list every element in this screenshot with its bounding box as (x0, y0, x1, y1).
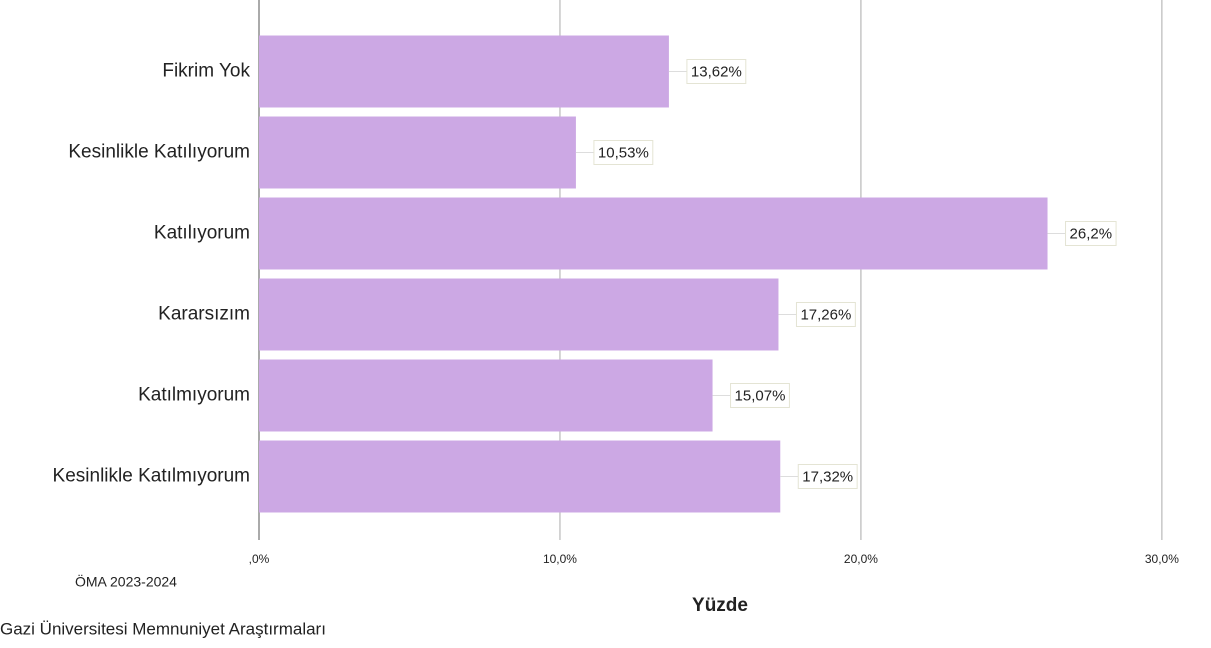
y-tick-label: Kararsızım (158, 304, 250, 325)
value-label-box (593, 140, 654, 165)
footnote: Gazi Üniversitesi Memnuniyet Araştırmala… (0, 619, 326, 638)
value-label: 10,53% (598, 144, 649, 161)
bar (259, 440, 781, 513)
value-label-box (686, 59, 747, 84)
value-label: 17,26% (800, 306, 851, 323)
y-tick-label: Fikrim Yok (162, 61, 250, 82)
bar (259, 278, 779, 351)
bar (259, 35, 669, 108)
value-label: 17,32% (802, 468, 853, 485)
value-label: 15,07% (735, 387, 786, 404)
x-tick-label: 30,0% (1145, 552, 1179, 566)
x-tick-label: ,0% (249, 552, 270, 566)
value-label-box (795, 302, 856, 327)
value-label-box (730, 383, 790, 408)
x-tick-label: 10,0% (543, 552, 577, 566)
value-label: 13,62% (691, 63, 742, 80)
bar (259, 359, 713, 432)
y-tick-label: Katılıyorum (154, 223, 250, 244)
footnote: ÖMA 2023-2024 (75, 573, 177, 590)
y-tick-label: Kesinlikle Katılıyorum (68, 142, 250, 163)
bar (259, 197, 1048, 270)
bar (259, 116, 576, 189)
value-label: 26,2% (1070, 225, 1113, 242)
x-axis-label: Yüzde (692, 595, 748, 616)
value-label-box (1065, 221, 1117, 246)
value-label-box (797, 464, 858, 489)
y-tick-label: Kesinlikle Katılmıyorum (53, 466, 250, 487)
y-tick-label: Katılmıyorum (138, 385, 250, 406)
x-tick-label: 20,0% (844, 552, 878, 566)
